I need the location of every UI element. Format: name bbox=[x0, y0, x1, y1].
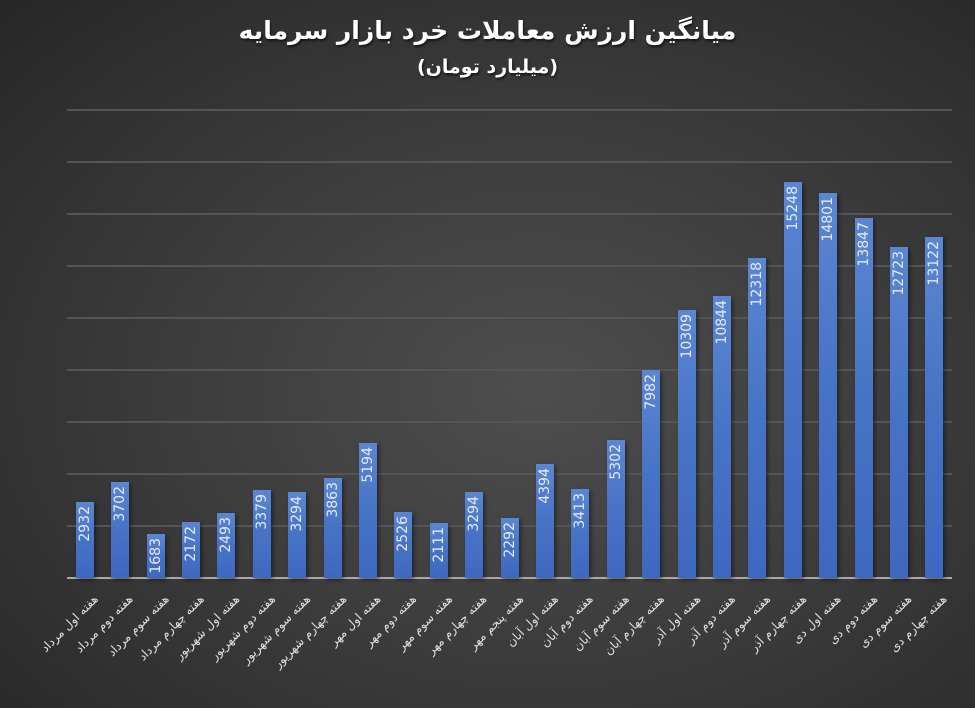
bar-value-label: 2526 bbox=[395, 516, 412, 552]
bar-value-label: 12723 bbox=[890, 251, 907, 296]
gridline bbox=[67, 473, 952, 475]
plot-area: 2932 3702 1683 2172 2493 3379 3294 3863 5194 2526… bbox=[67, 109, 952, 579]
bar: 2932 bbox=[75, 501, 94, 578]
bar-value-label: 10309 bbox=[678, 313, 695, 359]
bar-value-label: 3863 bbox=[324, 481, 341, 518]
chart-title: میانگین ارزش معاملات خرد بازار سرمایه bbox=[238, 16, 737, 45]
bar-value-label: 2111 bbox=[430, 527, 447, 563]
x-axis-line bbox=[67, 577, 952, 579]
bar: 2111 bbox=[429, 523, 448, 578]
bar: 12723 bbox=[889, 247, 908, 578]
bar-value-label: 3702 bbox=[112, 485, 129, 522]
bar-value-label: 1683 bbox=[147, 538, 164, 574]
gridline bbox=[67, 213, 952, 215]
bar-value-label: 14801 bbox=[820, 197, 837, 242]
bar-value-label: 2292 bbox=[501, 522, 518, 559]
bar-value-label: 3294 bbox=[466, 496, 483, 532]
bar-value-label: 15248 bbox=[784, 185, 801, 231]
bar: 13122 bbox=[925, 236, 944, 578]
bar-value-label: 2932 bbox=[76, 505, 93, 542]
bar-value-label: 5194 bbox=[359, 446, 376, 483]
bar: 3379 bbox=[252, 490, 271, 578]
bar-value-label: 13847 bbox=[855, 221, 872, 267]
bar: 15248 bbox=[783, 181, 802, 578]
bar: 12318 bbox=[748, 257, 767, 578]
bar: 3863 bbox=[323, 477, 342, 578]
bar: 1683 bbox=[146, 534, 165, 578]
bar: 3294 bbox=[288, 492, 307, 578]
bar-value-label: 4394 bbox=[536, 467, 553, 504]
gridline bbox=[67, 109, 952, 111]
bar: 3294 bbox=[465, 492, 484, 578]
bar-value-label: 7982 bbox=[643, 374, 660, 411]
bar-value-label: 3294 bbox=[289, 496, 306, 532]
gridline bbox=[67, 317, 952, 319]
gridline bbox=[67, 369, 952, 371]
bar: 7982 bbox=[642, 370, 661, 578]
bar-value-label: 13122 bbox=[926, 240, 943, 286]
bar: 10844 bbox=[712, 296, 731, 578]
chart-subtitle: (میلیارد تومان) bbox=[417, 56, 558, 78]
bar: 3413 bbox=[571, 489, 590, 578]
bar-value-label: 10844 bbox=[713, 300, 730, 345]
bar-value-label: 3413 bbox=[572, 493, 589, 529]
bar: 2172 bbox=[181, 521, 200, 578]
bar: 3702 bbox=[111, 481, 130, 578]
gridline bbox=[67, 421, 952, 423]
bar: 5302 bbox=[606, 440, 625, 578]
bar-value-label: 5302 bbox=[607, 444, 624, 480]
bar: 2526 bbox=[394, 512, 413, 578]
bar: 4394 bbox=[535, 463, 554, 578]
gridline bbox=[67, 161, 952, 163]
bar: 2292 bbox=[500, 518, 519, 578]
bar-value-label: 12318 bbox=[749, 261, 766, 307]
bar-value-label: 2493 bbox=[218, 517, 235, 553]
bar-value-label: 2172 bbox=[182, 525, 199, 562]
bar: 14801 bbox=[819, 193, 838, 578]
bar: 10309 bbox=[677, 309, 696, 578]
gridline bbox=[67, 265, 952, 267]
bar: 13847 bbox=[854, 217, 873, 578]
bar-value-label: 3379 bbox=[253, 494, 270, 530]
bar: 5194 bbox=[358, 442, 377, 578]
bar: 2493 bbox=[217, 513, 236, 578]
